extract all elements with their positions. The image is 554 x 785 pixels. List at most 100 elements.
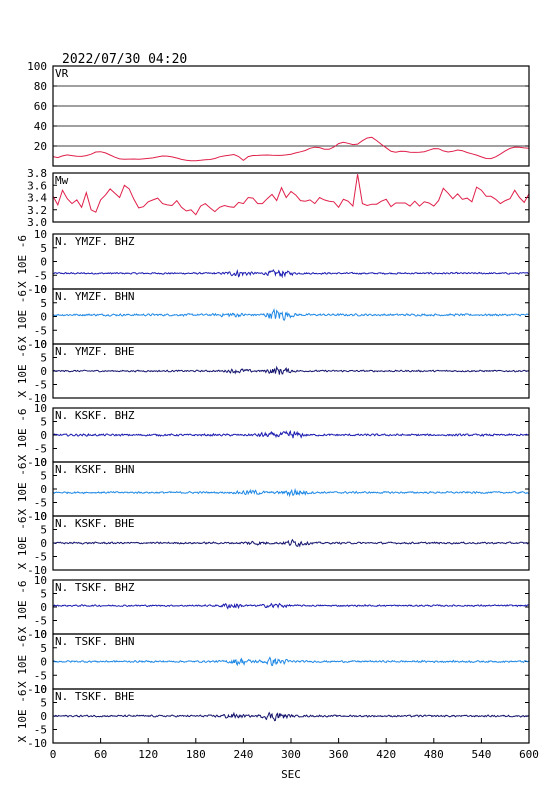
y-tick-label: 5 [40, 642, 47, 655]
panel-label: N. TSKF. BHE [55, 690, 134, 703]
y-tick-label: -5 [34, 497, 47, 510]
y-tick-label: 3.4 [27, 192, 47, 205]
waveform-tskf-bhz [52, 602, 530, 610]
series-line-mw [52, 174, 530, 216]
waveform-tskf-bhn [52, 656, 530, 667]
y-tick-label: -5 [34, 379, 47, 392]
x-tick-label: 600 [519, 748, 539, 761]
y-tick-label: -5 [34, 615, 47, 628]
panel-label: N. KSKF. BHZ [55, 409, 135, 422]
y-tick-label: 5 [40, 242, 47, 255]
series-line-vr [52, 136, 530, 162]
y-tick-label: 5 [40, 297, 47, 310]
y-tick-label: 60 [34, 100, 47, 113]
y-tick-label: 10 [34, 510, 47, 523]
y-tick-label: 10 [34, 628, 47, 641]
waveform-ymzf-bhn [53, 308, 530, 321]
y-tick-label: 3.8 [27, 167, 47, 180]
y-tick-label: -5 [34, 443, 47, 456]
x-tick-label: 180 [186, 748, 206, 761]
y-tick-label: -10 [27, 628, 47, 641]
y-tick-label: -5 [34, 324, 47, 337]
y-tick-label: -10 [27, 392, 47, 405]
y-axis-label: X 10E -6 [16, 290, 29, 343]
y-tick-label: -10 [27, 564, 47, 577]
panel-vr: 100 80 60 40 20 VR [27, 60, 530, 167]
y-tick-label: 80 [34, 80, 47, 93]
y-tick-label: -10 [27, 456, 47, 469]
x-tick-label: 120 [138, 748, 158, 761]
y-tick-label: 5 [40, 588, 47, 601]
panel-label: N. YMZF. BHN [55, 290, 134, 303]
x-tick-label: 300 [281, 748, 301, 761]
x-tick-label: 540 [471, 748, 491, 761]
y-tick-label: 10 [34, 574, 47, 587]
waveform-tskf-bhe [52, 711, 530, 722]
x-axis: 0 60 120 180 240 300 360 420 480 540 600 [50, 738, 539, 761]
panel-frame [52, 172, 530, 223]
panel-frame [52, 343, 530, 399]
panel-mw: 3.83.63.43.23.0 Mw [27, 167, 530, 229]
y-axis-label: X 10E -6 [16, 463, 29, 516]
y-tick-label: 0 [40, 483, 47, 496]
y-tick-label: -5 [34, 669, 47, 682]
x-tick-label: 240 [233, 748, 253, 761]
header-timestamp: 2022/07/30 04:20 [62, 52, 187, 67]
y-tick-label: 0 [40, 365, 47, 378]
y-tick-label: 0 [40, 710, 47, 723]
y-tick-label: 0 [40, 656, 47, 669]
x-tick-label: 0 [50, 748, 57, 761]
y-tick-label: 10 [34, 283, 47, 296]
waveform-ymzf-bhe [52, 365, 530, 375]
y-tick-label: -10 [27, 737, 47, 750]
y-tick-label: 10 [34, 338, 47, 351]
y-tick-label: 10 [34, 228, 47, 241]
y-tick-label: 5 [40, 697, 47, 710]
y-axis-label: X 10E -6 [16, 690, 29, 743]
y-tick-label: 5 [40, 524, 47, 537]
y-tick-label: 10 [34, 402, 47, 415]
waveform-kskf-bhz [52, 429, 530, 439]
x-axis-label: SEC [281, 768, 301, 781]
panel-label: VR [55, 67, 69, 80]
x-tick-label: 360 [329, 748, 349, 761]
panels: 10080604020VR3.83.63.43.23.0Mw1050-5-10N… [16, 60, 530, 750]
x-tick-label: 480 [424, 748, 444, 761]
y-tick-label: -5 [34, 551, 47, 564]
y-axis-label: X 10E -6 [16, 235, 29, 288]
y-tick-label: -10 [27, 510, 47, 523]
panel-label: N. YMZF. BHZ [55, 235, 135, 248]
waveform-kskf-bhn [52, 487, 530, 498]
waveform-ymzf-bhz [52, 268, 530, 279]
y-tick-label: -10 [27, 283, 47, 296]
y-axis-label: X 10E -6 [16, 517, 29, 570]
panel-label: N. KSKF. BHN [55, 463, 134, 476]
y-tick-label: 0 [40, 601, 47, 614]
panel-label: N. TSKF. BHZ [55, 581, 135, 594]
y-tick-label: 0 [40, 311, 47, 324]
y-tick-label: 5 [40, 416, 47, 429]
y-tick-label: 10 [34, 456, 47, 469]
y-tick-label: -5 [34, 269, 47, 282]
waveform-kskf-bhe [52, 538, 529, 548]
y-tick-label: 3.0 [27, 216, 47, 229]
y-tick-label: 0 [40, 429, 47, 442]
y-tick-label: 0 [40, 537, 47, 550]
y-tick-label: 20 [34, 140, 47, 153]
y-axis-label: X 10E -6 [16, 635, 29, 688]
panel-frame [52, 65, 530, 167]
y-tick-label: 5 [40, 352, 47, 365]
y-tick-label: 5 [40, 470, 47, 483]
panel-label: N. YMZF. BHE [55, 345, 134, 358]
y-tick-label: 0 [40, 256, 47, 269]
y-tick-label: -10 [27, 338, 47, 351]
y-tick-label: -10 [27, 683, 47, 696]
